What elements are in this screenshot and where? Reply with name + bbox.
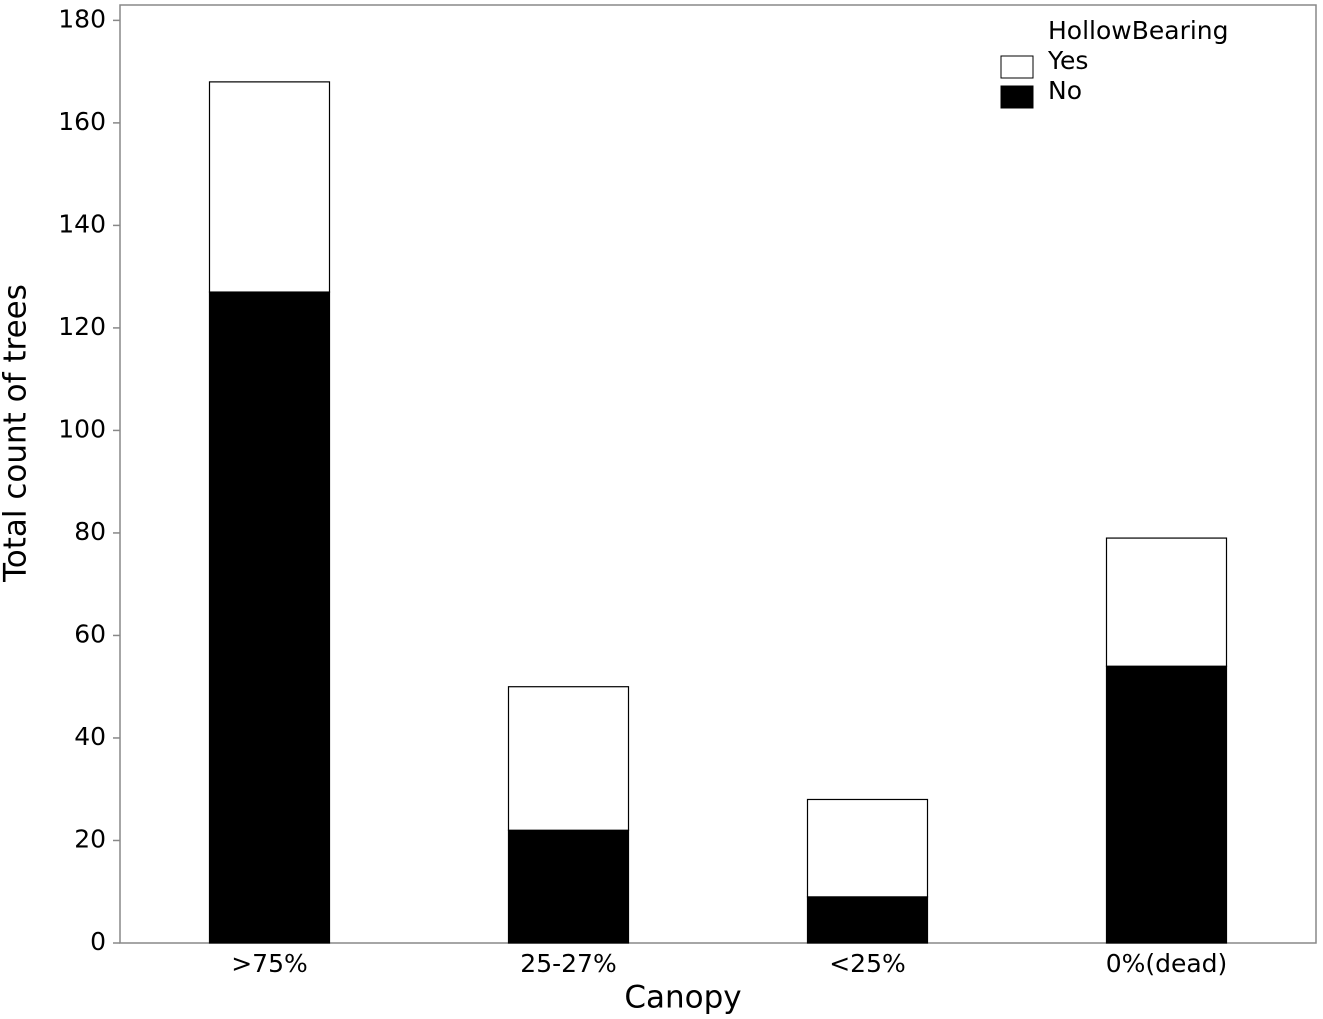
x-axis-title: Canopy — [624, 980, 741, 1016]
y-tick-label: 80 — [74, 517, 106, 546]
legend-swatch — [1000, 55, 1034, 79]
y-tick-label: 100 — [58, 414, 106, 443]
y-tick-label: 60 — [74, 619, 106, 648]
bar-segment — [507, 686, 630, 831]
legend-swatch — [1000, 85, 1034, 109]
bar-segment — [1105, 537, 1228, 667]
bar-segment — [806, 896, 929, 944]
bar-segment — [507, 829, 630, 944]
y-tick-label: 140 — [58, 209, 106, 238]
bar-segment — [208, 291, 331, 944]
y-tick-label: 0 — [90, 927, 106, 956]
x-tick-label: 0%(dead) — [1106, 949, 1228, 978]
y-tick-label: 180 — [58, 4, 106, 33]
y-axis-title: Total count of trees — [0, 284, 34, 583]
plot-frame — [119, 4, 1317, 944]
x-tick-label: >75% — [231, 949, 308, 978]
legend-label: Yes — [1047, 46, 1088, 75]
bar-segment — [1105, 665, 1228, 944]
x-tick-label: 25-27% — [520, 949, 616, 978]
y-tick-label: 40 — [74, 722, 106, 751]
bar-segment — [208, 81, 331, 293]
y-tick-label: 20 — [74, 824, 106, 853]
y-tick-label: 160 — [58, 107, 106, 136]
y-tick-label: 120 — [58, 312, 106, 341]
bar-segment — [806, 798, 929, 898]
legend-title: HollowBearing — [1048, 16, 1229, 45]
x-tick-label: <25% — [829, 949, 906, 978]
legend-label: No — [1048, 76, 1082, 105]
